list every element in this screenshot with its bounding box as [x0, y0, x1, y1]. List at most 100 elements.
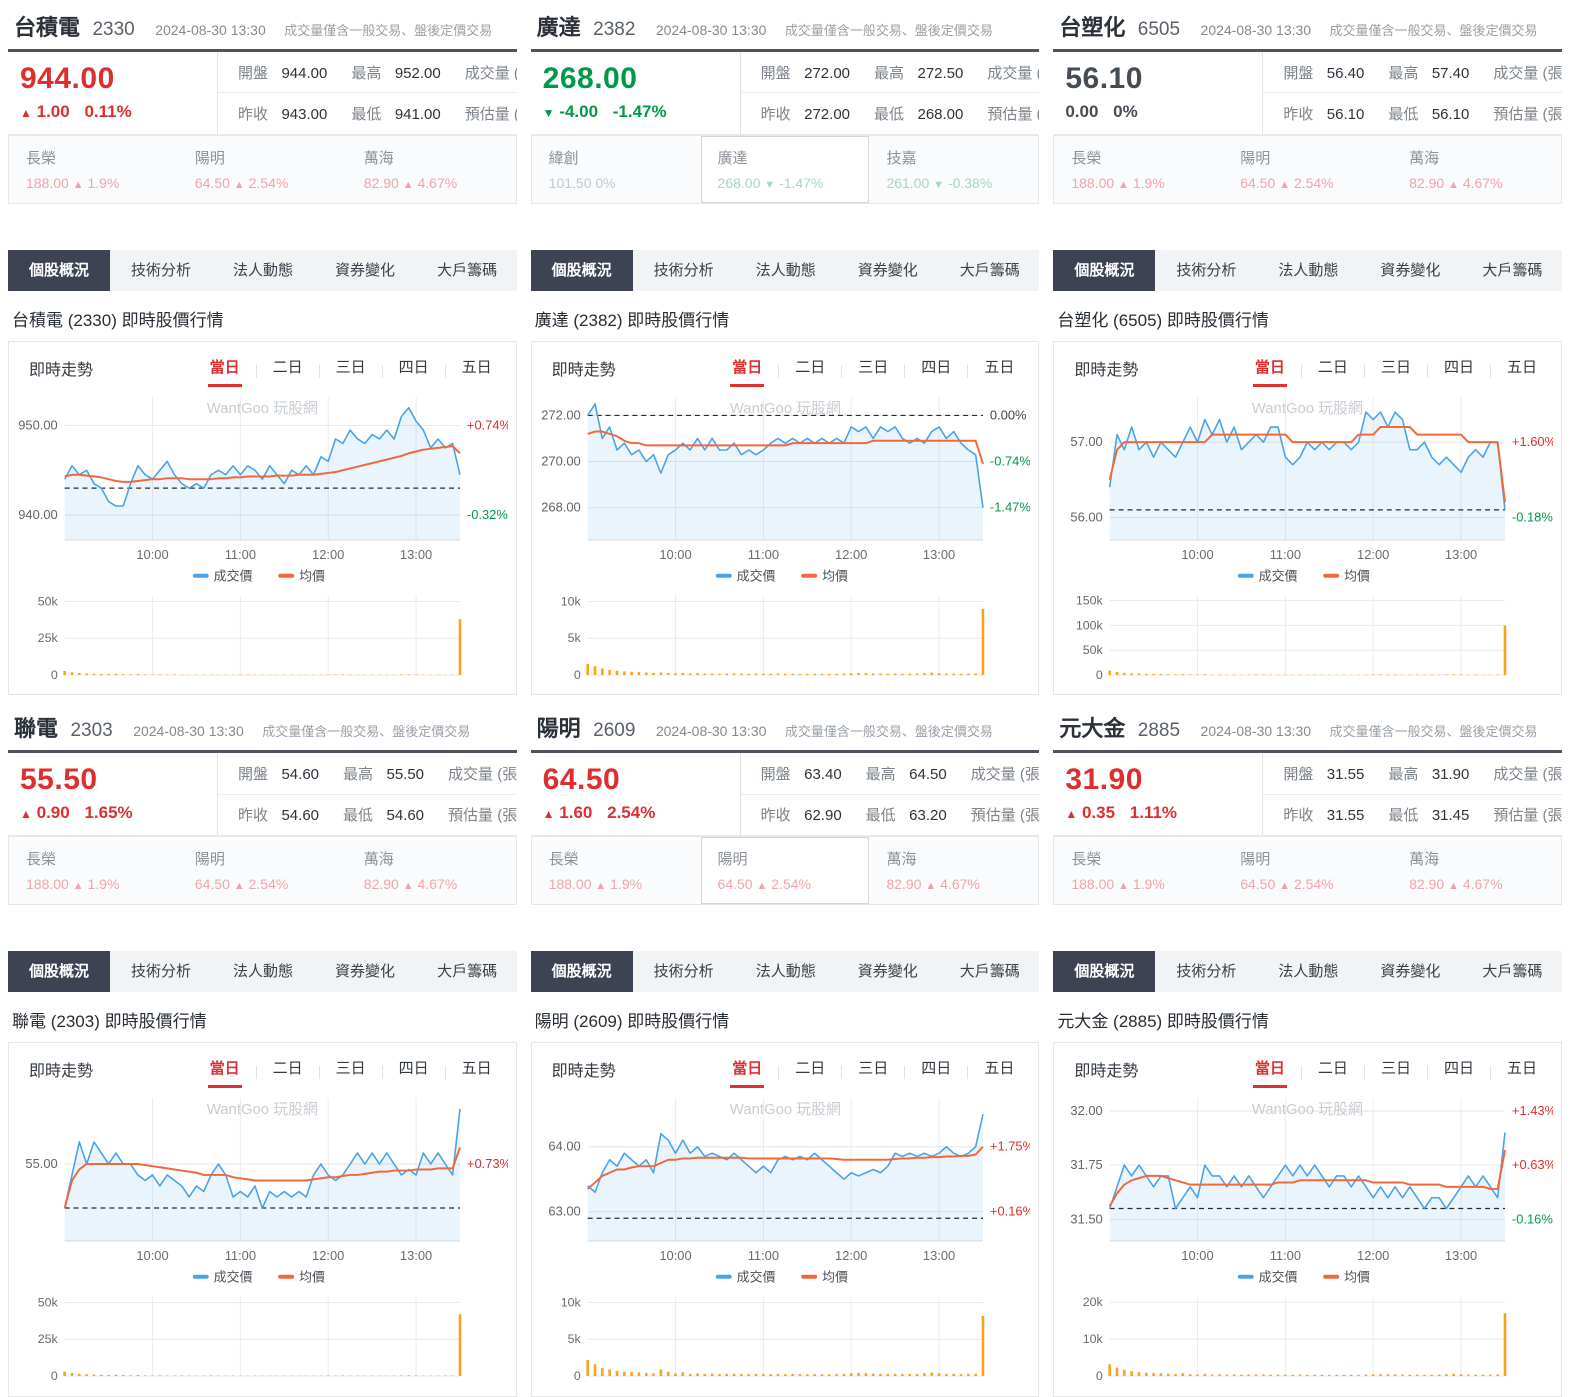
volume-bar [916, 673, 919, 674]
open-label: 開盤 [238, 65, 268, 82]
stock-name: 元大金 [1059, 716, 1125, 741]
legend-avg-swatch [278, 1275, 294, 1279]
tab-major-holders[interactable]: 大戶籌碼 [939, 250, 1040, 291]
period-tab-5day[interactable]: 五日 [953, 356, 1016, 387]
period-tab-2day[interactable]: 二日 [764, 1057, 827, 1088]
tab-technical-analysis[interactable]: 技術分析 [633, 250, 735, 291]
period-tab-1day[interactable]: 當日 [208, 356, 242, 387]
related-stock-item[interactable]: 萬海 82.90 ▲ 4.67% [869, 837, 1038, 904]
related-stock-item[interactable]: 長榮 188.00 ▲ 1.9% [9, 837, 178, 904]
period-tab-2day[interactable]: 二日 [764, 356, 827, 387]
period-tab-5day[interactable]: 五日 [953, 1057, 1016, 1088]
watermark: WantGoo 玩股網 [729, 1101, 840, 1118]
period-tab-4day[interactable]: 四日 [890, 1057, 953, 1088]
period-tab-3day[interactable]: 三日 [827, 356, 890, 387]
period-tab-2day[interactable]: 二日 [242, 1057, 305, 1088]
period-tab-3day[interactable]: 三日 [1350, 356, 1413, 387]
tab-margin-changes[interactable]: 資券變化 [837, 250, 939, 291]
period-tab-3day[interactable]: 三日 [305, 1057, 368, 1088]
tab-major-holders[interactable]: 大戶籌碼 [1461, 951, 1562, 992]
prev-close-pair: 昨收 943.00 [238, 103, 327, 124]
related-stock-item[interactable]: 陽明 64.50 ▲ 2.54% [1223, 136, 1392, 203]
related-stock-item[interactable]: 萬海 82.90 ▲ 4.67% [347, 837, 516, 904]
related-stock-item[interactable]: 緯創 101.50 0% [532, 136, 701, 203]
tab-institutional-moves[interactable]: 法人動態 [1257, 951, 1359, 992]
high-pair: 最高 64.50 [866, 763, 947, 784]
period-tab-5day[interactable]: 五日 [1476, 1057, 1539, 1088]
tab-major-holders[interactable]: 大戶籌碼 [416, 250, 517, 291]
period-tab-4day[interactable]: 四日 [368, 1057, 431, 1088]
period-tab-1day[interactable]: 當日 [730, 356, 764, 387]
period-tab-5day[interactable]: 五日 [431, 1057, 494, 1088]
separator [256, 1066, 257, 1079]
related-stock-item[interactable]: 長榮 188.00 ▲ 1.9% [1054, 136, 1223, 203]
period-tab-2day[interactable]: 二日 [1287, 1057, 1350, 1088]
tab-institutional-moves[interactable]: 法人動態 [735, 951, 837, 992]
tab-institutional-moves[interactable]: 法人動態 [212, 250, 314, 291]
related-stock-item[interactable]: 長榮 188.00 ▲ 1.9% [1054, 837, 1223, 904]
tab-overview[interactable]: 個股概況 [531, 250, 633, 291]
period-tab-4day[interactable]: 四日 [1413, 356, 1476, 387]
period-tab-3day[interactable]: 三日 [1350, 1057, 1413, 1088]
tab-institutional-moves[interactable]: 法人動態 [212, 951, 314, 992]
tab-technical-analysis[interactable]: 技術分析 [110, 951, 212, 992]
related-stock-quote: 188.00 ▲ 1.9% [549, 876, 700, 892]
period-tab-3day[interactable]: 三日 [305, 356, 368, 387]
tab-technical-analysis[interactable]: 技術分析 [633, 951, 735, 992]
tab-overview[interactable]: 個股概況 [8, 250, 110, 291]
period-tab-1day[interactable]: 當日 [1253, 1057, 1287, 1088]
period-tab-5day[interactable]: 五日 [431, 356, 494, 387]
related-stock-item[interactable]: 長榮 188.00 ▲ 1.9% [532, 837, 701, 904]
related-stock-item[interactable]: 陽明 64.50 ▲ 2.54% [701, 837, 870, 904]
tab-margin-changes[interactable]: 資券變化 [1359, 250, 1461, 291]
tab-major-holders[interactable]: 大戶籌碼 [1461, 250, 1562, 291]
period-tab-3day[interactable]: 三日 [827, 1057, 890, 1088]
tab-institutional-moves[interactable]: 法人動態 [1257, 250, 1359, 291]
period-tab-2day[interactable]: 二日 [1287, 356, 1350, 387]
tab-institutional-moves[interactable]: 法人動態 [735, 250, 837, 291]
period-tab-4day[interactable]: 四日 [1413, 1057, 1476, 1088]
period-tab-4day[interactable]: 四日 [368, 356, 431, 387]
tab-technical-analysis[interactable]: 技術分析 [1155, 250, 1257, 291]
period-tab-1day[interactable]: 當日 [1253, 356, 1287, 387]
related-stock-item[interactable]: 長榮 188.00 ▲ 1.9% [9, 136, 178, 203]
related-stock-name: 長榮 [26, 848, 177, 869]
quote-summary: 56.10 0.00 0% 開盤 56.40 最高 57.40 [1053, 49, 1562, 135]
tab-major-holders[interactable]: 大戶籌碼 [416, 951, 517, 992]
related-stock-item[interactable]: 萬海 82.90 ▲ 4.67% [1392, 136, 1561, 203]
tab-margin-changes[interactable]: 資券變化 [837, 951, 939, 992]
period-tab-4day[interactable]: 四日 [890, 356, 953, 387]
period-tab-2day[interactable]: 二日 [242, 356, 305, 387]
tab-overview[interactable]: 個股概況 [8, 951, 110, 992]
related-stock-item[interactable]: 陽明 64.50 ▲ 2.54% [178, 837, 347, 904]
tab-overview[interactable]: 個股概況 [1053, 951, 1155, 992]
period-tab-label: 二日 [793, 1057, 827, 1088]
related-stock-item[interactable]: 陽明 64.50 ▲ 2.54% [1223, 837, 1392, 904]
period-tab-5day[interactable]: 五日 [1476, 356, 1539, 387]
tab-overview[interactable]: 個股概況 [531, 951, 633, 992]
tab-technical-analysis[interactable]: 技術分析 [110, 250, 212, 291]
tab-technical-analysis[interactable]: 技術分析 [1155, 951, 1257, 992]
related-stock-item[interactable]: 萬海 82.90 ▲ 4.67% [347, 136, 516, 203]
tab-margin-changes[interactable]: 資券變化 [314, 951, 416, 992]
tab-margin-changes[interactable]: 資券變化 [314, 250, 416, 291]
related-stock-item[interactable]: 萬海 82.90 ▲ 4.67% [1392, 837, 1561, 904]
period-tab-1day[interactable]: 當日 [208, 1057, 242, 1088]
legend-avg-swatch [801, 573, 817, 577]
prev-close-value: 943.00 [281, 106, 327, 123]
tab-major-holders[interactable]: 大戶籌碼 [939, 951, 1040, 992]
related-stock-item[interactable]: 廣達 268.00 ▼ -1.47% [701, 136, 870, 203]
tab-overview[interactable]: 個股概況 [1053, 250, 1155, 291]
separator [1490, 1066, 1491, 1079]
related-stock-item[interactable]: 技嘉 261.00 ▼ -0.38% [869, 136, 1038, 203]
tab-margin-changes[interactable]: 資券變化 [1359, 951, 1461, 992]
period-tab-1day[interactable]: 當日 [730, 1057, 764, 1088]
related-stock-item[interactable]: 陽明 64.50 ▲ 2.54% [178, 136, 347, 203]
